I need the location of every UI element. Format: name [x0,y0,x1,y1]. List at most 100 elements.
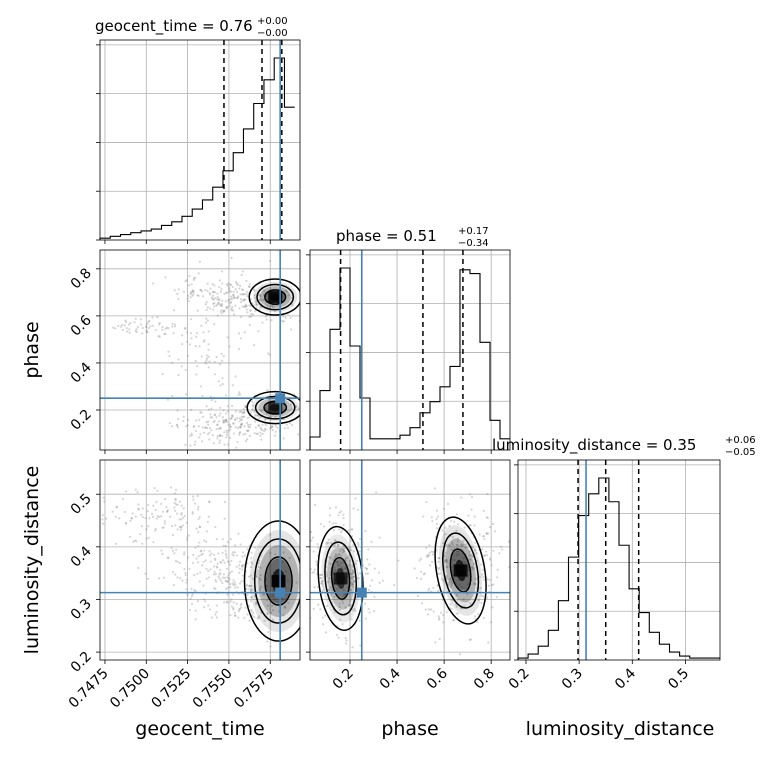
density-peak-luminosity-distance-vs-phase-0 [333,572,348,585]
sample-point-luminosity-distance-vs-phase [375,491,378,494]
sample-point-luminosity-distance-vs-geocent-time [271,609,275,612]
sample-point-luminosity-distance-vs-phase [337,543,340,546]
sample-point-phase-vs-geocent-time [242,288,245,291]
sample-point-phase-vs-geocent-time [222,421,226,424]
sample-point-luminosity-distance-vs-geocent-time [270,604,274,608]
sample-point-luminosity-distance-vs-phase [428,554,431,557]
sample-point-luminosity-distance-vs-phase [366,572,369,575]
sample-point-phase-vs-geocent-time [186,297,189,300]
sample-point-luminosity-distance-vs-phase [456,537,460,540]
sample-point-luminosity-distance-vs-geocent-time [234,614,237,617]
sample-point-luminosity-distance-vs-geocent-time [194,546,197,549]
sample-point-phase-vs-geocent-time [208,360,211,363]
sample-point-phase-vs-geocent-time [228,286,231,289]
sample-point-luminosity-distance-vs-phase [473,548,477,551]
panel-frame-luminosity_distance-luminosity_distance [517,459,721,661]
sample-point-luminosity-distance-vs-geocent-time [185,581,188,584]
sample-point-luminosity-distance-vs-phase [446,566,449,569]
sample-point-luminosity-distance-vs-phase [435,527,439,530]
sample-point-phase-vs-geocent-time [145,329,148,332]
sample-point-phase-vs-geocent-time [136,325,139,329]
sample-point-luminosity-distance-vs-phase [419,557,423,560]
sample-point-phase-vs-geocent-time [246,416,250,420]
sample-point-phase-vs-geocent-time [227,282,230,285]
sample-point-phase-vs-geocent-time [232,294,235,297]
sample-point-phase-vs-geocent-time [204,361,207,364]
sample-point-phase-vs-geocent-time [199,289,203,292]
sample-point-luminosity-distance-vs-geocent-time [123,510,127,514]
sample-point-luminosity-distance-vs-geocent-time [201,552,204,555]
sample-point-luminosity-distance-vs-geocent-time [250,596,253,599]
sample-point-luminosity-distance-vs-geocent-time [192,553,195,557]
sample-point-phase-vs-geocent-time [171,325,174,328]
sample-point-luminosity-distance-vs-phase [367,588,371,591]
sample-point-luminosity-distance-vs-geocent-time [226,576,229,579]
sample-point-phase-vs-geocent-time [259,426,262,429]
sample-point-luminosity-distance-vs-phase [443,555,446,558]
contour-luminosity-distance-vs-phase-1-2 [449,548,472,593]
sample-point-luminosity-distance-vs-phase [482,509,485,513]
sample-point-phase-vs-geocent-time [221,434,224,437]
sample-point-luminosity-distance-vs-geocent-time [197,505,200,509]
sample-point-luminosity-distance-vs-geocent-time [174,497,177,500]
sample-point-luminosity-distance-vs-geocent-time [186,593,189,596]
sample-point-luminosity-distance-vs-geocent-time [246,583,249,586]
sample-point-luminosity-distance-vs-geocent-time [229,600,232,603]
sample-point-phase-vs-geocent-time [211,282,214,286]
sample-point-phase-vs-geocent-time [247,425,250,428]
sample-point-luminosity-distance-vs-phase [490,584,494,587]
sample-point-luminosity-distance-vs-phase [425,546,428,550]
sample-point-luminosity-distance-vs-phase [461,544,465,547]
sample-point-phase-vs-geocent-time [176,292,179,295]
contour-group-phase-vs-geocent-time [246,278,300,425]
sample-point-luminosity-distance-vs-phase [456,546,459,549]
sample-point-luminosity-distance-vs-phase [290,513,292,515]
sample-point-luminosity-distance-vs-phase [351,569,354,572]
sample-point-phase-vs-geocent-time [266,408,269,412]
sample-point-luminosity-distance-vs-phase [320,573,324,577]
sample-point-phase-vs-geocent-time [206,306,209,309]
sample-point-luminosity-distance-vs-phase [446,561,449,564]
title-geocent-time-minus: −0.00 [257,28,288,39]
contour-phase-vs-geocent-time-0-1 [256,283,295,311]
sample-point-luminosity-distance-vs-geocent-time [269,611,273,615]
sample-point-luminosity-distance-vs-phase [350,618,353,621]
sample-point-luminosity-distance-vs-phase [428,544,431,547]
sample-point-luminosity-distance-vs-phase [303,575,305,577]
sample-point-phase-vs-geocent-time [239,423,243,427]
sample-point-luminosity-distance-vs-geocent-time [275,558,278,561]
sample-point-phase-vs-geocent-time [255,303,258,307]
hist-bar-geocent_time-6 [161,225,171,240]
sample-point-luminosity-distance-vs-phase [354,497,357,500]
sample-point-luminosity-distance-vs-geocent-time [246,548,249,551]
sample-point-luminosity-distance-vs-geocent-time [210,616,213,619]
sample-point-luminosity-distance-vs-phase [428,587,431,590]
sample-point-phase-vs-geocent-time [248,283,251,286]
sample-point-luminosity-distance-vs-geocent-time [160,515,163,518]
sample-point-luminosity-distance-vs-geocent-time [271,589,274,592]
sample-point-phase-vs-geocent-time [189,291,192,294]
sample-point-luminosity-distance-vs-phase [310,530,313,534]
sample-point-luminosity-distance-vs-phase [467,569,470,572]
sample-point-luminosity-distance-vs-geocent-time [233,614,237,617]
sample-point-luminosity-distance-vs-phase [341,529,344,532]
sample-point-phase-vs-geocent-time [258,417,261,420]
xtick-label-phase-1: 0.4 [377,665,404,692]
sample-point-luminosity-distance-vs-geocent-time [188,567,191,570]
sample-point-luminosity-distance-vs-phase [476,620,479,624]
sample-point-phase-vs-geocent-time [273,434,277,437]
sample-point-luminosity-distance-vs-geocent-time [237,532,240,535]
sample-point-phase-vs-geocent-time [291,407,294,410]
sample-point-phase-vs-geocent-time [259,431,262,434]
sample-point-luminosity-distance-vs-phase [456,540,459,543]
sample-point-luminosity-distance-vs-phase [508,566,510,569]
sample-point-luminosity-distance-vs-geocent-time [237,610,240,613]
sample-point-phase-vs-geocent-time [315,319,317,321]
sample-point-luminosity-distance-vs-geocent-time [187,534,190,537]
sample-point-luminosity-distance-vs-phase [341,545,345,548]
sample-point-luminosity-distance-vs-geocent-time [271,618,274,621]
sample-point-luminosity-distance-vs-geocent-time [232,554,235,557]
sample-point-luminosity-distance-vs-phase [319,576,322,579]
sample-point-phase-vs-geocent-time [257,330,260,333]
